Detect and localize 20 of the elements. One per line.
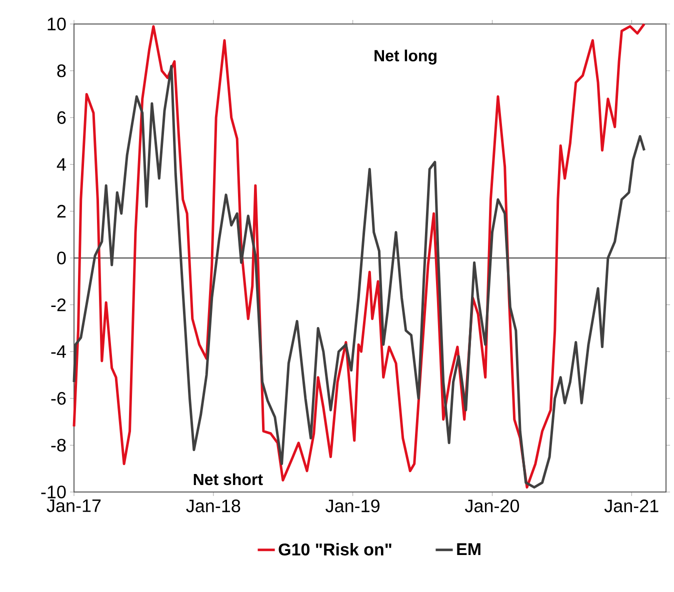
y-tick-label: 6 [57, 111, 66, 124]
x-tick-label: Jan-21 [604, 500, 658, 512]
y-tick-label: -8 [51, 438, 66, 452]
y-tick-label: 10 [48, 18, 66, 30]
y-tick-label: 4 [56, 158, 66, 171]
legend-label: G10 "Risk on" [278, 543, 392, 556]
y-tick-label: 2 [57, 204, 66, 218]
x-tick-label: Jan-18 [186, 500, 240, 512]
x-tick-label: Jan-19 [326, 500, 380, 512]
legend-label: EM [457, 543, 480, 556]
y-tick-label: 8 [57, 64, 66, 78]
x-tick-label: Jan-17 [46, 500, 101, 512]
annotation: Net long [374, 50, 436, 65]
annotation: Net short [194, 473, 263, 486]
y-tick-label: -10 [41, 486, 66, 498]
y-tick-label: 0 [57, 252, 66, 264]
y-tick-label: -2 [51, 298, 66, 312]
y-tick-label: -4 [51, 345, 66, 358]
y-tick-label: -6 [51, 392, 66, 405]
x-tick-label: Jan-20 [464, 500, 520, 512]
